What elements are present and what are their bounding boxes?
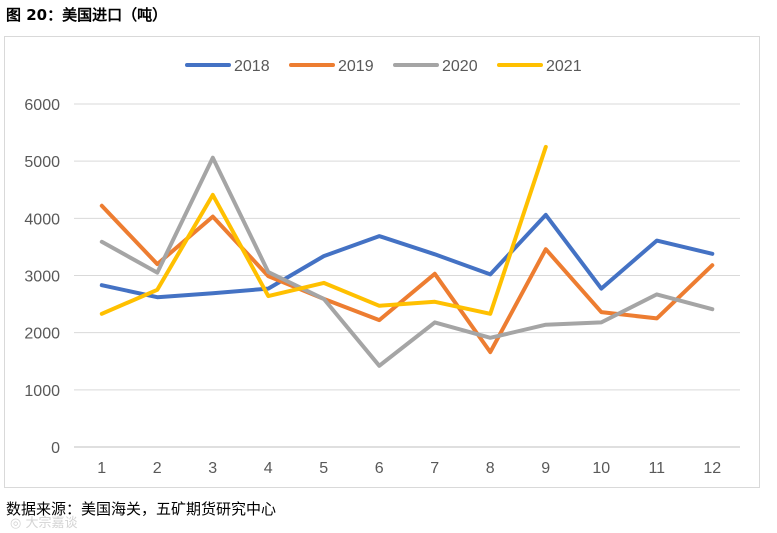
- series-line-2019: [99, 203, 715, 355]
- legend-label-2021: 2021: [546, 58, 582, 75]
- series-lines: [99, 144, 715, 368]
- legend-label-2020: 2020: [442, 58, 478, 75]
- x-tick-label: 2: [153, 460, 162, 477]
- figure-title: 图 20：美国进口（吨）: [6, 6, 168, 24]
- legend-label-2018: 2018: [234, 58, 270, 75]
- x-tick-label: 3: [208, 460, 217, 477]
- x-tick-label: 9: [541, 460, 550, 477]
- x-tick-label: 7: [430, 460, 439, 477]
- y-tick-label: 1000: [24, 383, 60, 400]
- x-tick-label: 1: [97, 460, 106, 477]
- gridlines: [74, 103, 740, 448]
- y-tick-label: 6000: [24, 97, 60, 114]
- y-tick-label: 4000: [24, 211, 60, 228]
- watermark: ◎ 大宗嘉谈: [10, 516, 78, 531]
- source-note: 数据来源：美国海关，五矿期货研究中心: [6, 500, 277, 518]
- x-tick-label: 10: [592, 460, 610, 477]
- y-tick-label: 3000: [24, 269, 60, 286]
- series-line-2021: [99, 144, 548, 316]
- x-tick-label: 8: [486, 460, 495, 477]
- legend-label-2019: 2019: [338, 58, 374, 75]
- x-tick-label: 4: [264, 460, 273, 477]
- legend: 2018 2019 2020 2021: [185, 58, 582, 75]
- y-tick-label: 2000: [24, 326, 60, 343]
- x-tick-label: 6: [375, 460, 384, 477]
- x-axis-ticks: 1 2 3 4 5 6 7 8 9 10 11 12: [97, 460, 721, 477]
- series-line-2020: [99, 155, 715, 368]
- x-tick-label: 11: [648, 460, 665, 477]
- series-line-2018: [99, 212, 715, 300]
- x-tick-label: 12: [703, 460, 721, 477]
- y-axis-ticks: 0 1000 2000 3000 4000 5000 6000: [24, 97, 60, 457]
- y-tick-label: 0: [51, 440, 60, 457]
- x-tick-label: 5: [319, 460, 328, 477]
- y-tick-label: 5000: [24, 154, 60, 171]
